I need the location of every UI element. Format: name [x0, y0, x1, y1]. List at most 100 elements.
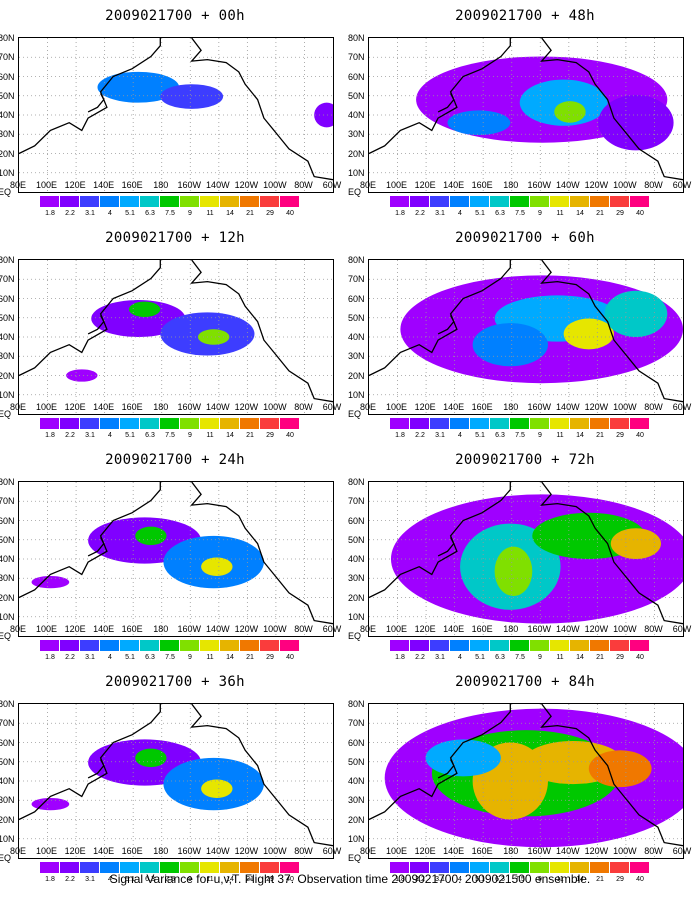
variance-map: [368, 703, 684, 859]
colorbar-swatch: [160, 418, 180, 429]
colorbar-label: 9: [188, 432, 192, 439]
map-canvas: [369, 38, 683, 192]
colorbar-label: 5.1: [125, 654, 135, 661]
colorbar-label: 4: [458, 876, 462, 883]
colorbar-swatch: [60, 640, 80, 651]
colorbar-swatch: [200, 196, 220, 207]
colorbar-swatch: [530, 196, 550, 207]
colorbar: [390, 196, 650, 207]
colorbar-label: 4: [458, 654, 462, 661]
coastline: [369, 260, 511, 377]
coastline: [540, 482, 683, 625]
colorbar-swatch: [40, 640, 60, 651]
colorbar-swatch: [100, 418, 120, 429]
coastline: [369, 482, 511, 599]
colorbar-label: 6.3: [495, 876, 505, 883]
latitude-label: 80N: [0, 699, 15, 709]
colorbar-label: 29: [266, 210, 274, 217]
latitude-label: 20N: [348, 592, 365, 603]
latitude-label: 10N: [0, 611, 15, 622]
longitude-label: 160E: [121, 846, 143, 856]
colorbar-swatch: [60, 418, 80, 429]
colorbar-label: 14: [576, 876, 584, 883]
latitude-label: EQ: [348, 853, 362, 863]
latitude-label: 30N: [0, 795, 15, 806]
longitude-label: 100W: [613, 624, 637, 634]
longitude-label: 80E: [359, 180, 377, 190]
longitude-label: 140W: [206, 846, 230, 856]
variance-contour: [563, 318, 614, 350]
longitude-label: 160W: [177, 402, 202, 412]
panel-title: 2009021700 + 84h: [455, 674, 595, 690]
colorbar-label: 21: [596, 210, 604, 217]
colorbar-swatch: [220, 640, 240, 651]
colorbar-labels: 1.8 2.2 3.1 4 5.1 6.3 7.5 9 11 14 21 29 40: [390, 876, 650, 886]
colorbar-label: 3.1: [435, 432, 445, 439]
longitude-label: 140W: [206, 624, 230, 634]
latitude-label: 20N: [0, 370, 15, 381]
longitude-label: 60W: [672, 846, 692, 856]
colorbar-swatch: [470, 862, 490, 873]
longitude-label: 160E: [471, 180, 493, 190]
coastline: [540, 38, 683, 181]
colorbar-swatch: [410, 418, 430, 429]
latitude-label: 50N: [0, 312, 15, 323]
latitude-label: 20N: [0, 592, 15, 603]
colorbar-swatch: [390, 418, 410, 429]
colorbar-label: 9: [538, 876, 542, 883]
colorbar-label: 6.3: [145, 876, 155, 883]
latitude-label: 50N: [348, 534, 365, 545]
colorbar: [40, 862, 300, 873]
longitude-label: 120E: [64, 180, 86, 190]
latitude-label: 50N: [348, 312, 365, 323]
coastline: [19, 482, 161, 599]
longitude-label: 60W: [322, 846, 342, 856]
colorbar: [40, 196, 300, 207]
latitude-label: 20N: [0, 814, 15, 825]
longitude-label: 180: [503, 846, 519, 856]
colorbar-swatch: [510, 196, 530, 207]
colorbar-swatch: [280, 640, 300, 651]
colorbar-swatch: [570, 640, 590, 651]
longitude-label: 140E: [93, 180, 115, 190]
colorbar-label: 7.5: [165, 654, 175, 661]
colorbar-swatch: [450, 640, 470, 651]
longitude-label: 80E: [359, 402, 377, 412]
colorbar-swatch: [220, 418, 240, 429]
colorbar-swatch: [140, 418, 160, 429]
colorbar-swatch: [220, 862, 240, 873]
latitude-label: 40N: [348, 332, 365, 342]
colorbar-label: 1.8: [45, 432, 55, 439]
colorbar-swatch: [550, 862, 570, 873]
colorbar-label: 21: [246, 654, 254, 661]
latitude-label: 40N: [0, 776, 15, 786]
coastline: [437, 93, 455, 113]
longitude-label: 180: [153, 846, 169, 856]
longitude-label: 80E: [9, 846, 27, 856]
latitude-label: EQ: [348, 631, 362, 641]
longitude-label: 80W: [294, 624, 313, 634]
longitude-label: 100E: [386, 846, 408, 856]
colorbar-label: 1.8: [395, 876, 405, 883]
longitude-label: 120W: [234, 402, 259, 412]
colorbar-swatch: [180, 862, 200, 873]
longitude-label: 100W: [613, 846, 637, 856]
colorbar-swatch: [40, 196, 60, 207]
colorbar: [40, 640, 300, 651]
colorbar-label: 7.5: [165, 876, 175, 883]
latitude-label: 50N: [348, 90, 365, 101]
colorbar-label: 5.1: [475, 210, 485, 217]
colorbar-label: 6.3: [145, 654, 155, 661]
colorbar-swatch: [450, 418, 470, 429]
colorbar-label: 5.1: [475, 432, 485, 439]
colorbar-label: 4: [458, 210, 462, 217]
forecast-panel: 2009021700 + 12h 80N 70N 60N 50N 40N 30N 20N 10N…: [0, 222, 350, 444]
latitude-label: 10N: [348, 389, 365, 400]
colorbar-label: 3.1: [85, 210, 95, 217]
colorbar-swatch: [570, 862, 590, 873]
longitude-label: 80W: [294, 402, 313, 412]
colorbar-swatch: [120, 196, 140, 207]
latitude-label: 30N: [348, 129, 365, 140]
colorbar-swatch: [590, 862, 610, 873]
colorbar-labels: 1.8 2.2 3.1 4 5.1 6.3 7.5 9 11 14 21 29 40: [40, 432, 300, 442]
